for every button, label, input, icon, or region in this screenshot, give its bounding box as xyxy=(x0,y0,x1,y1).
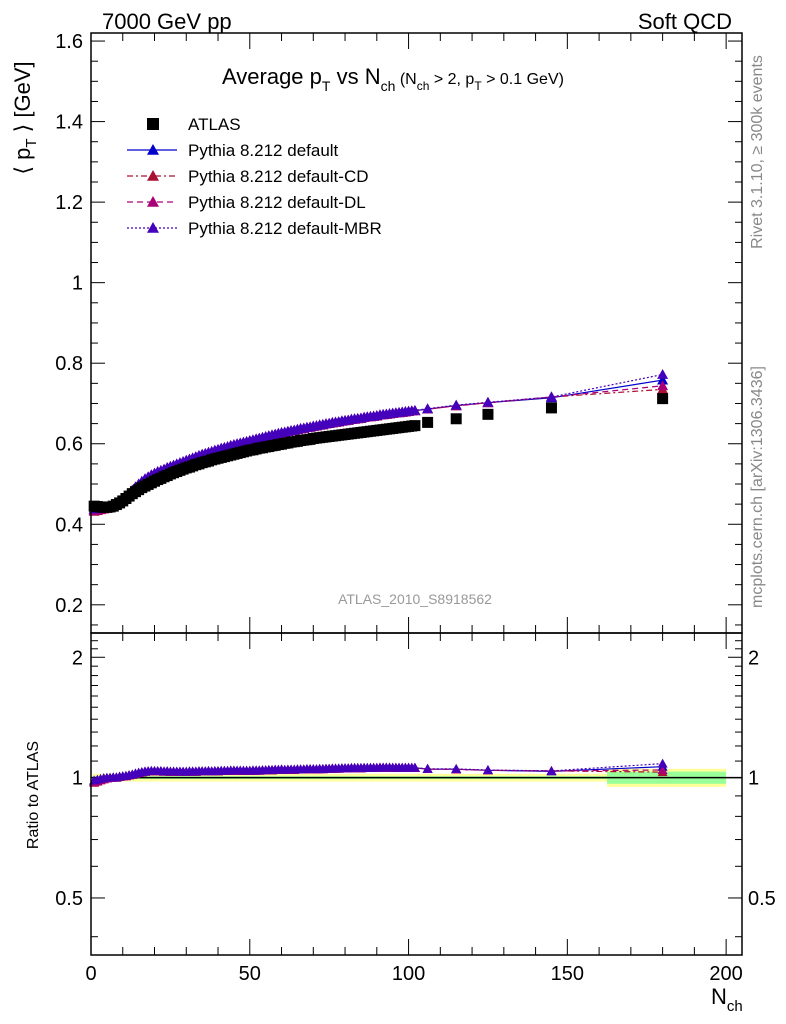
y-tick-label: 1.2 xyxy=(55,192,83,214)
y-tick-label: 0.6 xyxy=(55,434,83,456)
title-small-b: > 2, p xyxy=(429,71,474,88)
axes: 0.2 0.4 0.6 0.8 1 1.2 1.4 1.6 0 50 100 150 200 0.5 0.5… xyxy=(55,31,776,985)
series-point-3 xyxy=(657,380,669,391)
series-point-4 xyxy=(545,391,557,402)
series-line-2 xyxy=(94,388,663,512)
series-point-1 xyxy=(657,374,669,385)
ratio-y-axis-label: Ratio to ATLAS xyxy=(25,741,42,849)
ratio-point-4 xyxy=(422,763,433,773)
y-tick-label: 0.4 xyxy=(55,514,83,536)
ratio-tick-label-right: 1 xyxy=(748,768,759,790)
legend-marker-square xyxy=(147,118,159,130)
legend-marker-triangle xyxy=(147,196,159,207)
legend-label: Pythia 8.212 default-CD xyxy=(188,167,369,186)
y-tick-label: 0.2 xyxy=(55,595,83,617)
ratio-plot-frame xyxy=(90,632,743,956)
title-sub-b: ch xyxy=(381,78,396,94)
x-tick-label: 0 xyxy=(85,963,96,985)
analysis-watermark: ATLAS_2010_S8918562 xyxy=(338,591,492,607)
y-axis-label-main: ⟨ p xyxy=(10,148,35,175)
header-energy: 7000 GeV pp xyxy=(102,9,232,34)
chart-title: Average pT vs Nch (Nch > 2, pT > 0.1 GeV… xyxy=(222,64,564,94)
y-tick-label: 1.6 xyxy=(55,31,83,53)
series-layer xyxy=(88,368,669,516)
title-sub-a: T xyxy=(322,78,331,94)
legend-marker-triangle xyxy=(147,222,159,233)
x-tick-label: 150 xyxy=(551,963,584,985)
ratio-point-4 xyxy=(657,758,668,768)
title-small-sub-a: ch xyxy=(417,79,430,93)
y-tick-label: 1.4 xyxy=(55,112,83,134)
atlas-point xyxy=(545,402,557,414)
header-category: Soft QCD xyxy=(638,9,732,34)
title-a: Average p xyxy=(222,64,322,89)
ratio-point-3 xyxy=(657,764,668,774)
series-point-4 xyxy=(450,399,462,410)
ratio-point-4 xyxy=(546,765,557,775)
series-line-1 xyxy=(94,379,663,511)
ratio-tick-label: 0.5 xyxy=(55,888,83,910)
legend-label: Pythia 8.212 default xyxy=(188,141,339,160)
x-tick-label: 200 xyxy=(709,963,742,985)
title-b: vs N xyxy=(330,64,380,89)
ratio-series-layer xyxy=(89,758,668,787)
series-line-3 xyxy=(94,385,663,512)
legend-marker-triangle xyxy=(147,144,159,155)
atlas-point xyxy=(657,393,669,405)
x-axis-label-sub: ch xyxy=(727,998,743,1015)
x-tick-label: 50 xyxy=(239,963,261,985)
y-tick-label: 0.8 xyxy=(55,353,83,375)
title-small-c: > 0.1 GeV) xyxy=(482,71,564,88)
y-axis-label: ⟨ pT ⟩ [GeV] xyxy=(10,61,40,174)
title-small-sub-b: T xyxy=(474,79,482,93)
plot-frames xyxy=(90,32,743,956)
atlas-point xyxy=(482,408,494,420)
ratio-point-4 xyxy=(482,765,493,775)
legend: ATLAS Pythia 8.212 default Pythia 8.212 de… xyxy=(127,115,382,238)
mcplots-label: mcplots.cern.ch [arXiv:1306.3436] xyxy=(749,366,766,608)
x-axis-label: Nch xyxy=(711,984,743,1015)
y-axis-label-sub: T xyxy=(23,138,40,147)
ratio-point-4 xyxy=(451,763,462,773)
legend-marker-triangle xyxy=(147,170,159,181)
y-axis-label-tail: ⟩ [GeV] xyxy=(10,61,35,138)
ratio-tick-label-right: 2 xyxy=(748,647,759,669)
ratio-tick-label-right: 0.5 xyxy=(748,888,776,910)
legend-label: Pythia 8.212 default-MBR xyxy=(188,219,382,238)
y-tick-label: 1 xyxy=(72,273,83,295)
ratio-tick-label: 2 xyxy=(72,647,83,669)
series-point-4 xyxy=(657,368,669,379)
x-tick-label: 100 xyxy=(392,963,425,985)
atlas-point xyxy=(422,416,434,428)
ratio-point-4 xyxy=(409,762,420,772)
title-small-a: (N xyxy=(395,71,416,88)
series-point-4 xyxy=(409,404,421,415)
ratio-bands xyxy=(91,768,742,787)
ratio-tick-label: 1 xyxy=(72,768,83,790)
rivet-label: Rivet 3.1.10, ≥ 300k events xyxy=(749,55,766,249)
series-point-4 xyxy=(482,396,494,407)
legend-label: ATLAS xyxy=(188,115,241,134)
series-point-4 xyxy=(422,403,434,414)
atlas-point xyxy=(409,420,421,432)
x-axis-label-main: N xyxy=(711,984,727,1009)
atlas-point xyxy=(450,413,462,425)
legend-label: Pythia 8.212 default-DL xyxy=(188,193,366,212)
